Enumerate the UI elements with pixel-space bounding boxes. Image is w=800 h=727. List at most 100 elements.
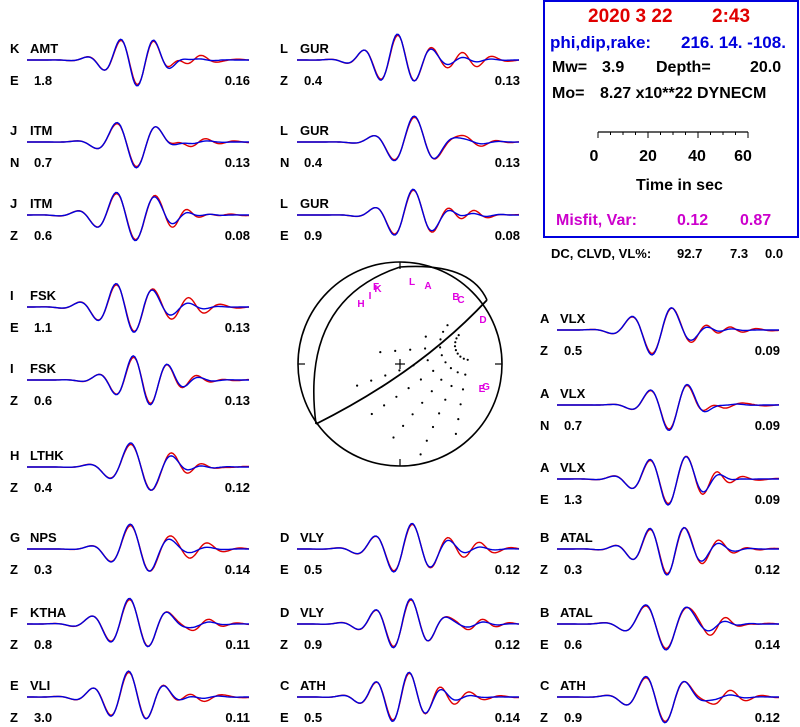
beachball-dot — [444, 361, 447, 364]
beachball-station-label: A — [424, 281, 431, 292]
station-letter: I — [10, 288, 14, 303]
beachball-dot — [440, 354, 443, 357]
waveform-panel: A VLX Z 0.5 0.09 — [540, 307, 780, 358]
distance-value: 0.9 — [304, 228, 322, 243]
component: E — [280, 710, 289, 725]
beachball-dot — [449, 367, 452, 370]
component: E — [10, 320, 19, 335]
beachball-dot — [453, 345, 457, 348]
time-scale-label: Time in sec — [636, 177, 723, 194]
beachball-dot — [432, 369, 435, 372]
depth-label: Depth= — [656, 59, 711, 76]
station-letter: J — [10, 196, 17, 211]
distance-value: 0.9 — [564, 710, 582, 725]
beachball-dot — [411, 413, 414, 416]
time-scale-tick-label: 40 — [688, 148, 706, 165]
distance-value: 0.4 — [304, 73, 323, 88]
component: Z — [10, 710, 18, 725]
depth-value: 20.0 — [750, 59, 781, 76]
synthetic-trace — [557, 604, 779, 651]
station-name: ATH — [560, 678, 586, 693]
station-letter: E — [10, 678, 19, 693]
mw-label: Mw= — [552, 59, 587, 76]
synthetic-trace — [27, 38, 249, 87]
amplitude-value: 0.12 — [495, 637, 520, 652]
station-letter: J — [10, 123, 17, 138]
misfit-label: Misfit, Var: — [556, 212, 637, 229]
waveform-panel: C ATH Z 0.9 0.12 — [540, 675, 780, 725]
amplitude-value: 0.13 — [225, 320, 250, 335]
beachball-dot — [456, 371, 459, 374]
time-scale-tick-label: 60 — [734, 148, 752, 165]
synthetic-trace — [27, 282, 249, 333]
station-name: ATAL — [560, 530, 593, 545]
station-name: VLY — [300, 605, 324, 620]
amplitude-value: 0.12 — [755, 710, 780, 725]
component: Z — [10, 637, 18, 652]
beachball-dot — [431, 425, 435, 429]
beachball-dot — [454, 341, 457, 344]
synthetic-trace — [557, 455, 779, 506]
beachball-dot — [459, 403, 462, 406]
event-time: 2:43 — [712, 6, 750, 27]
station-name: AMT — [30, 41, 58, 56]
beachball-dot — [412, 364, 415, 367]
distance-value: 0.4 — [304, 155, 323, 170]
component: N — [280, 155, 289, 170]
waveform-panel: J ITM N 0.7 0.13 — [10, 121, 250, 170]
beachball-dot — [454, 349, 457, 352]
component: E — [280, 562, 289, 577]
station-name: NPS — [30, 530, 57, 545]
synthetic-trace — [557, 526, 779, 576]
observed-trace — [557, 676, 779, 723]
vl-value: 0.0 — [765, 246, 783, 261]
station-letter: B — [540, 530, 549, 545]
clvd-value: 7.3 — [730, 246, 748, 261]
beachball-dot — [419, 453, 422, 456]
nodal-plane-2 — [312, 265, 488, 425]
beachball-dot — [450, 384, 453, 388]
beachball-dot — [419, 378, 422, 381]
beachball-dot — [424, 347, 427, 350]
distance-value: 0.6 — [564, 637, 582, 652]
amplitude-value: 0.08 — [225, 228, 250, 243]
distance-value: 0.9 — [304, 637, 322, 652]
station-name: ATH — [300, 678, 326, 693]
amplitude-value: 0.12 — [495, 562, 520, 577]
beachball-dot — [442, 330, 445, 333]
observed-trace — [297, 116, 520, 161]
beachball-dot — [430, 390, 433, 393]
distance-value: 0.6 — [34, 228, 52, 243]
synthetic-trace — [27, 597, 249, 648]
station-letter: A — [540, 386, 550, 401]
beachball-dot — [444, 398, 447, 401]
component: Z — [10, 393, 18, 408]
amplitude-value: 0.09 — [755, 418, 780, 433]
angles-label: phi,dip,rake: — [550, 33, 651, 52]
distance-value: 1.1 — [34, 320, 52, 335]
component: E — [540, 492, 549, 507]
dc-value: 92.7 — [677, 246, 702, 261]
waveform-panels: K AMT E 1.8 0.16 J ITM N 0.7 0.13 J ITM Z 0.6 0.08 I FSK… — [10, 33, 781, 725]
waveform-panel: H LTHK Z 0.4 0.12 — [10, 442, 250, 495]
beachball-station-label: F — [373, 282, 379, 293]
station-letter: L — [280, 196, 288, 211]
beachball-dot — [439, 346, 442, 349]
amplitude-value: 0.11 — [225, 710, 250, 725]
station-name: KTHA — [30, 605, 67, 620]
amplitude-value: 0.13 — [495, 73, 520, 88]
synthetic-trace — [27, 191, 249, 242]
beachball-dot — [425, 439, 428, 442]
beachball-dot — [383, 404, 386, 407]
time-scale: 0 20 40 60 — [590, 131, 752, 165]
component: N — [10, 155, 19, 170]
station-letter: F — [10, 605, 18, 620]
info-box-border — [543, 0, 799, 238]
amplitude-value: 0.14 — [495, 710, 521, 725]
beachball-dot — [438, 412, 441, 415]
waveform-panel: C ATH E 0.5 0.14 — [280, 671, 521, 725]
misfit-value: 0.12 — [677, 212, 708, 229]
station-name: VLY — [300, 530, 324, 545]
distance-value: 1.3 — [564, 492, 582, 507]
component: Z — [540, 343, 548, 358]
